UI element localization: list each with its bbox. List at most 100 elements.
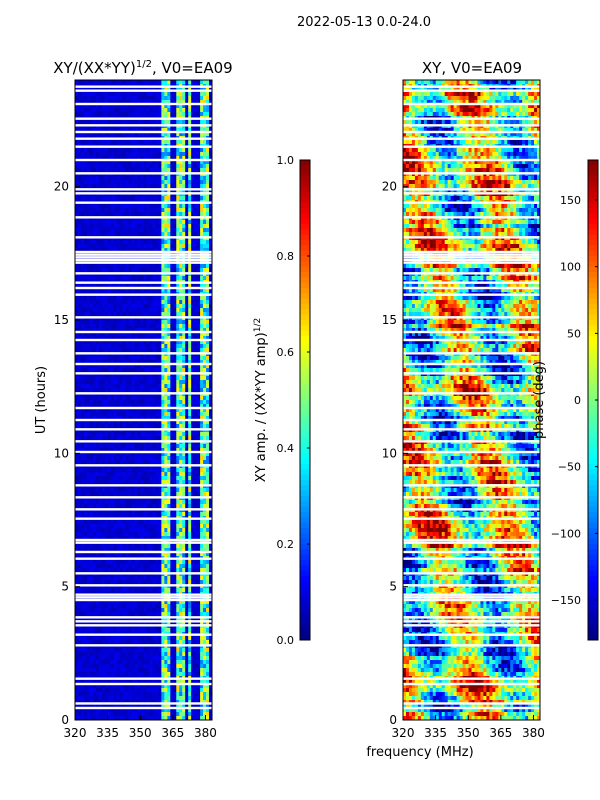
heatmap-cell — [176, 120, 180, 125]
heatmap-cell — [209, 396, 213, 401]
heatmap-cell — [188, 180, 192, 185]
heatmap-cell — [197, 320, 201, 325]
heatmap-cell — [143, 304, 147, 309]
heatmap-cell — [77, 388, 82, 393]
heatmap-cell — [143, 412, 147, 417]
heatmap-cell — [170, 472, 174, 477]
heatmap-cell — [149, 284, 153, 289]
heatmap-cell — [134, 296, 138, 301]
heatmap-cell — [80, 384, 85, 389]
heatmap-cell — [134, 488, 138, 493]
heatmap-cell — [200, 100, 204, 105]
heatmap-cell — [86, 456, 91, 461]
heatmap-cell — [104, 416, 109, 421]
heatmap-cell — [164, 320, 168, 325]
heatmap-cell — [113, 384, 118, 389]
heatmap-cell — [113, 356, 118, 361]
heatmap-cell — [104, 500, 109, 505]
heatmap-cell — [89, 416, 94, 421]
heatmap-cell — [182, 400, 186, 405]
heatmap-cell — [110, 400, 115, 405]
heatmap-cell — [167, 164, 171, 169]
heatmap-cell — [125, 452, 130, 457]
heatmap-cell — [194, 284, 198, 289]
heatmap-cell — [101, 212, 106, 217]
heatmap-cell — [98, 80, 103, 85]
heatmap-cell — [107, 384, 112, 389]
heatmap-cell — [206, 320, 210, 325]
heatmap-cell — [92, 164, 97, 169]
heatmap-cell — [164, 404, 168, 409]
heatmap-cell — [173, 308, 177, 313]
heatmap-cell — [161, 384, 165, 389]
heatmap-cell — [176, 108, 180, 113]
heatmap-cell — [188, 400, 192, 405]
heatmap-cell — [185, 348, 189, 353]
heatmap-cell — [83, 108, 88, 113]
heatmap-cell — [116, 324, 121, 329]
heatmap-cell — [89, 480, 94, 485]
heatmap-cell — [167, 472, 171, 477]
heatmap-cell — [155, 112, 159, 117]
heatmap-cell — [110, 324, 115, 329]
heatmap-cell — [101, 248, 106, 253]
heatmap-cell — [194, 324, 198, 329]
heatmap-cell — [176, 104, 180, 109]
heatmap-cell — [197, 304, 201, 309]
heatmap-cell — [101, 420, 106, 425]
heatmap-cell — [197, 140, 201, 145]
heatmap-cell — [167, 212, 171, 217]
heatmap-cell — [128, 240, 132, 245]
heatmap-cell — [137, 80, 141, 85]
heatmap-cell — [170, 300, 174, 305]
heatmap-cell — [203, 152, 207, 157]
heatmap-cell — [203, 220, 207, 225]
heatmap-cell — [137, 488, 141, 493]
heatmap-cell — [152, 432, 156, 437]
heatmap-cell — [83, 384, 88, 389]
heatmap-cell — [77, 436, 82, 441]
heatmap-cell — [176, 408, 180, 413]
heatmap-cell — [122, 300, 127, 305]
heatmap-cell — [194, 92, 198, 97]
heatmap-cell — [75, 128, 79, 133]
heatmap-cell — [77, 472, 82, 477]
heatmap-cell — [173, 196, 177, 201]
heatmap-cell — [107, 444, 112, 449]
heatmap-cell — [98, 436, 103, 441]
heatmap-cell — [194, 196, 198, 201]
heatmap-cell — [173, 348, 177, 353]
heatmap-cell — [80, 376, 85, 381]
heatmap-cell — [116, 404, 121, 409]
heatmap-cell — [92, 80, 97, 85]
heatmap-cell — [83, 412, 88, 417]
heatmap-cell — [92, 504, 97, 509]
heatmap-cell — [173, 284, 177, 289]
heatmap-cell — [200, 248, 204, 253]
heatmap-cell — [182, 376, 186, 381]
heatmap-cell — [110, 140, 115, 145]
heatmap-cell — [104, 360, 109, 365]
heatmap-cell — [98, 104, 103, 109]
heatmap-cell — [179, 164, 183, 169]
heatmap-cell — [143, 160, 147, 165]
heatmap-cell — [128, 504, 132, 509]
heatmap-cell — [77, 460, 82, 465]
heatmap-cell — [137, 328, 141, 333]
heatmap-cell — [83, 456, 88, 461]
heatmap-cell — [182, 344, 186, 349]
heatmap-cell — [89, 232, 94, 237]
heatmap-cell — [185, 404, 189, 409]
heatmap-cell — [113, 212, 118, 217]
heatmap-cell — [140, 404, 144, 409]
heatmap-cell — [116, 132, 121, 137]
heatmap-cell — [83, 232, 88, 237]
heatmap-cell — [158, 176, 162, 181]
heatmap-cell — [110, 500, 115, 505]
heatmap-cell — [209, 460, 213, 465]
heatmap-cell — [200, 376, 204, 381]
heatmap-cell — [128, 276, 132, 281]
heatmap-cell — [182, 284, 186, 289]
heatmap-cell — [101, 232, 106, 237]
heatmap-cell — [191, 120, 195, 125]
